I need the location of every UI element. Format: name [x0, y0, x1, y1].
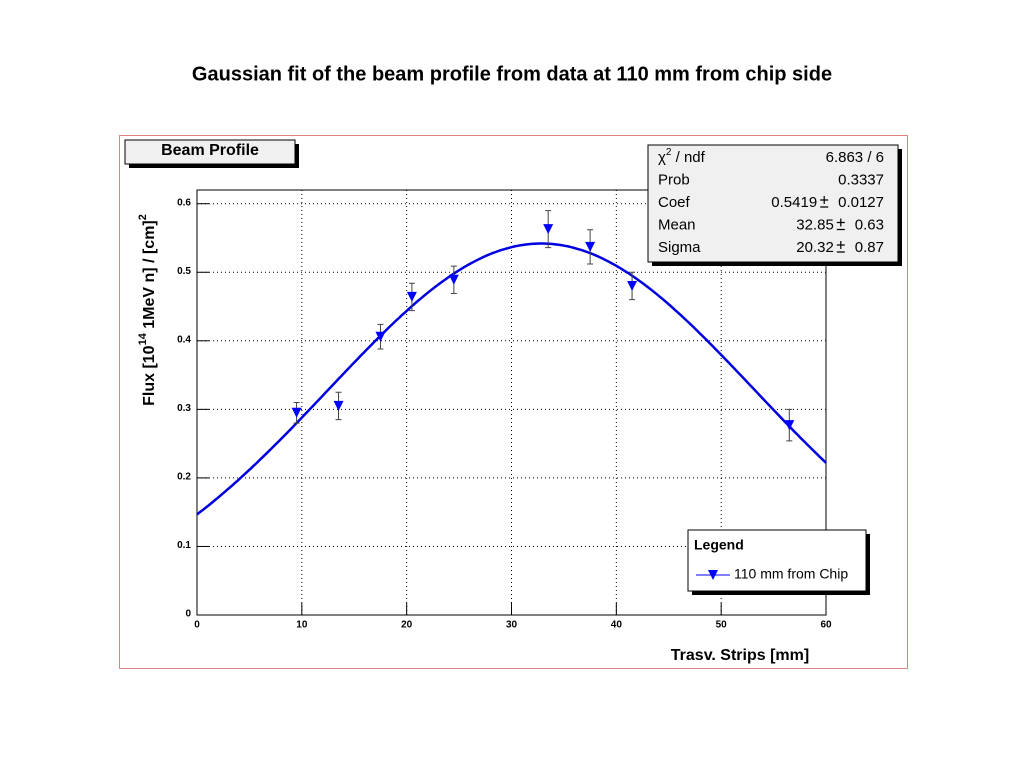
stat-label: Prob: [658, 171, 690, 188]
x-tick-label: 0: [194, 620, 200, 631]
y-tick-label: 0.5: [177, 266, 191, 277]
stat-label-rest: / ndf: [671, 149, 705, 166]
y-tick-label: 0.1: [177, 540, 191, 551]
stat-value: 0.3337: [838, 171, 884, 188]
x-tick-label: 40: [611, 620, 623, 631]
y-axis-label-part: Flux [10: [141, 345, 158, 406]
x-tick-label: 20: [401, 620, 413, 631]
stat-value: 0.5419: [771, 194, 817, 211]
x-tick-label: 60: [820, 620, 832, 631]
marker: [333, 400, 344, 411]
stat-label-sup: 2: [666, 147, 672, 158]
stat-label-text: Mean: [658, 216, 696, 233]
stat-label-text: Prob: [658, 171, 690, 188]
y-axis-label: Flux [1014 1MeV n] / [cm]2: [137, 214, 158, 406]
title-box: [124, 139, 296, 165]
y-tick-label: 0: [185, 609, 191, 620]
stat-error: 0.87: [855, 239, 884, 256]
stat-label-text: Coef: [658, 194, 691, 211]
stat-label: Sigma: [658, 239, 701, 256]
canvas-frame: [119, 135, 908, 669]
stat-label: χ2 / ndf: [658, 147, 706, 166]
marker: [627, 280, 638, 291]
stat-error: 0.0127: [838, 194, 884, 211]
legend-label: 110 mm from Chip: [734, 566, 848, 582]
y-tick-label: 0.3: [177, 403, 191, 414]
y-axis-label-part: 2: [137, 214, 149, 220]
x-axis-label: Trasv. Strips [mm]: [671, 647, 809, 664]
stat-error: 0.63: [855, 216, 884, 233]
y-axis-label-part: 1MeV n] / [cm]: [141, 220, 158, 333]
y-tick-label: 0.4: [177, 334, 191, 345]
marker: [543, 224, 554, 235]
legend-title: Legend: [694, 537, 744, 553]
plus-minus-glyph: [820, 196, 829, 208]
plus-minus-glyph: [836, 241, 845, 253]
stat-label-text: χ: [658, 149, 666, 166]
marker: [291, 407, 302, 418]
fit-curve: [196, 242, 827, 516]
stat-label: Mean: [658, 216, 696, 233]
legend-marker: [708, 570, 718, 580]
marker: [406, 291, 417, 302]
plus-minus-glyph: [836, 218, 845, 231]
stat-value: 20.32: [796, 239, 834, 256]
x-tick-label: 50: [716, 620, 728, 631]
stats-box: [647, 144, 899, 263]
marker: [375, 331, 386, 342]
x-tick-label: 10: [296, 620, 308, 631]
y-tick-label: 0.6: [177, 197, 191, 208]
legend-box: [687, 529, 867, 592]
x-tick-label: 30: [506, 620, 518, 631]
y-tick-label: 0.2: [177, 472, 191, 483]
y-axis-label-part: 14: [137, 332, 149, 345]
stat-label-text: Sigma: [658, 239, 701, 256]
chart-title: Gaussian fit of the beam profile from da…: [192, 63, 832, 85]
marker: [784, 420, 795, 431]
marker: [448, 274, 459, 285]
plot-title: Beam Profile: [161, 142, 259, 159]
stat-value: 6.863 / 6: [826, 149, 884, 166]
stat-label: Coef: [658, 194, 691, 211]
marker: [585, 241, 596, 252]
stat-value: 32.85: [796, 216, 834, 233]
